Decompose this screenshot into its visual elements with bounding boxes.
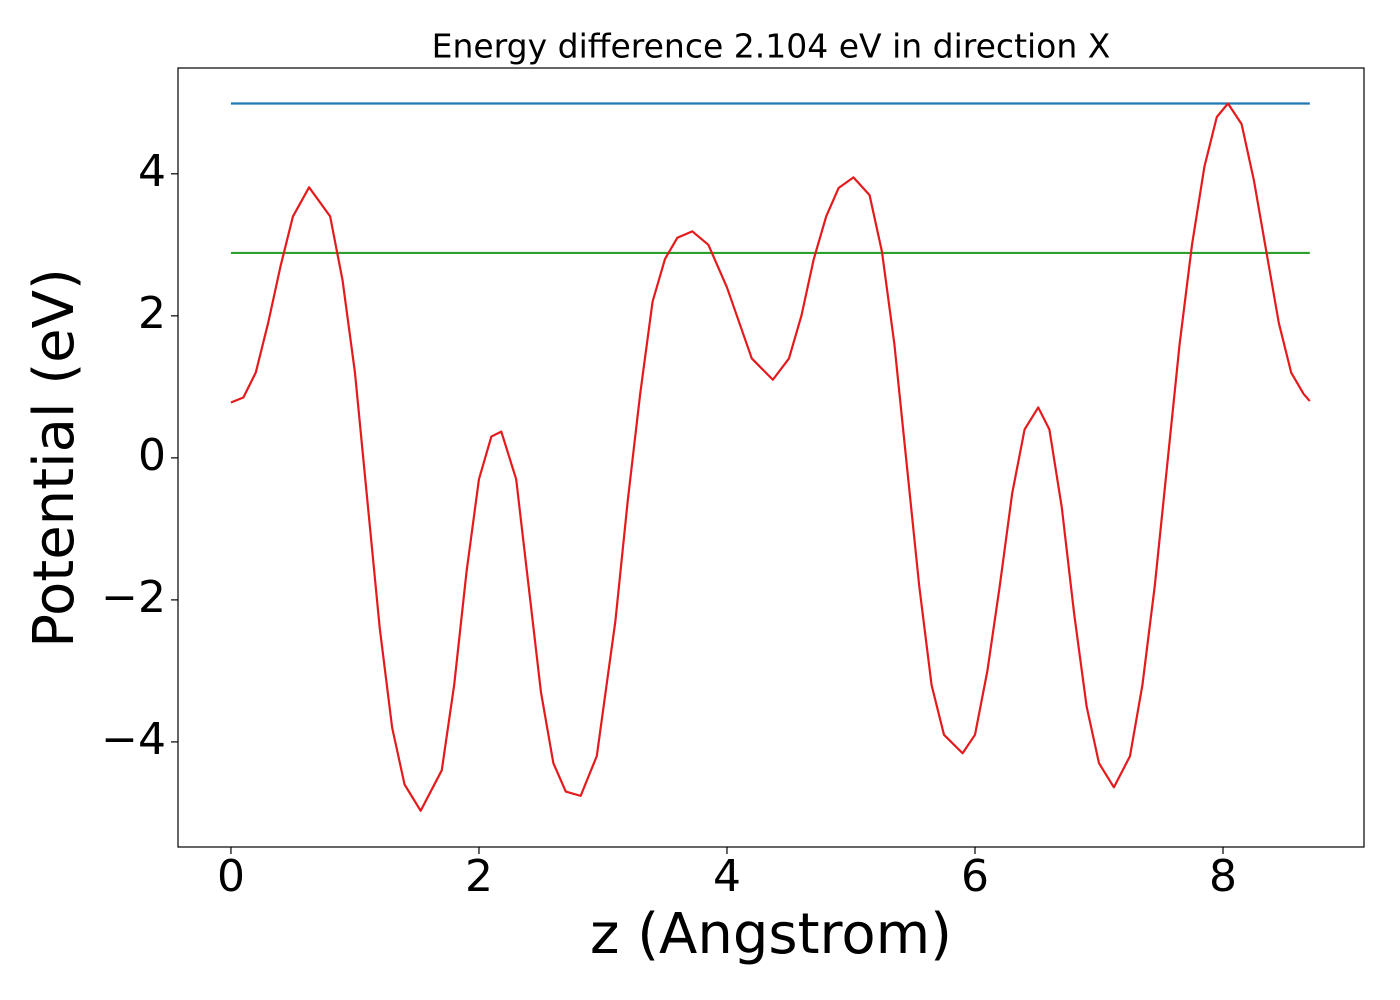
data-line	[230, 102, 1311, 812]
x-tick-label: 8	[1209, 851, 1237, 902]
x-tick-label: 6	[961, 851, 989, 902]
y-tick-label: −4	[101, 714, 166, 765]
x-tick-label: 0	[217, 851, 245, 902]
y-tick-label: 2	[138, 288, 166, 339]
x-tick-label: 2	[465, 851, 493, 902]
x-tick-label: 4	[713, 851, 741, 902]
x-axis-label: z (Angstrom)	[590, 902, 952, 967]
plot-frame	[177, 67, 1365, 848]
y-axis-label: Potential (eV)	[22, 268, 87, 648]
y-tick-label: −2	[101, 572, 166, 623]
chart-title: Energy difference 2.104 eV in direction …	[432, 27, 1111, 66]
y-tick-label: 4	[138, 146, 166, 197]
y-tick-label: 0	[138, 430, 166, 481]
